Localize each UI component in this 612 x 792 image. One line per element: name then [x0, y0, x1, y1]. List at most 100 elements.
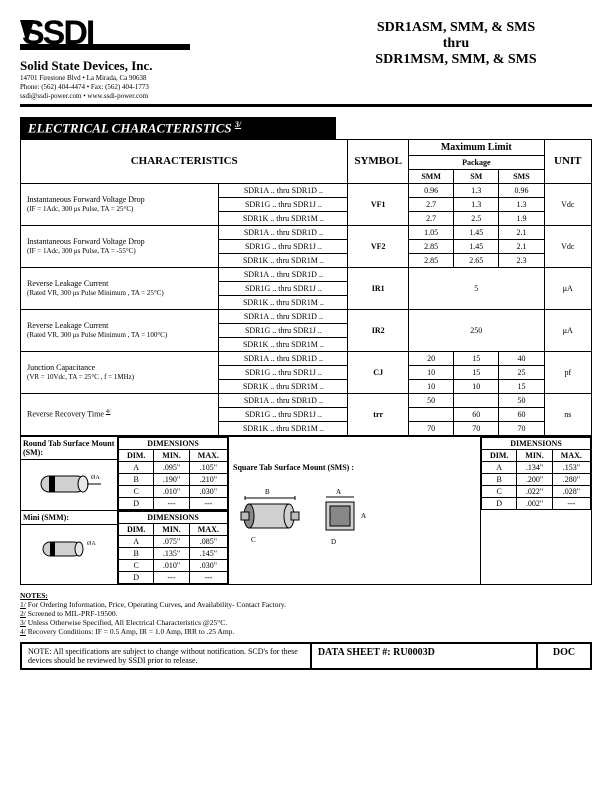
char-value: 1.45 — [454, 225, 499, 239]
notes-section: NOTES: 1/ For Ordering Information, Pric… — [20, 591, 592, 636]
char-value: 10 — [409, 379, 454, 393]
char-value: 15 — [454, 351, 499, 365]
char-unit: μA — [544, 267, 591, 309]
datasheet-page: SSDI Solid State Devices, Inc. 14701 Fir… — [0, 0, 612, 684]
dim-table-sms: DIMENSIONSDIM.MIN.MAX.A.134".153"B.200".… — [481, 437, 591, 510]
char-desc: Reverse Leakage Current(Rated VR, 300 μs… — [21, 267, 219, 309]
footer-note: NOTE: All specifications are subject to … — [22, 644, 312, 668]
char-symbol: IR2 — [348, 309, 409, 351]
th-sm: SM — [454, 169, 499, 183]
char-range: SDR1A .. thru SDR1D .. — [219, 393, 348, 407]
char-range: SDR1K .. thru SDR1M .. — [219, 211, 348, 225]
char-range: SDR1K .. thru SDR1M .. — [219, 337, 348, 351]
dim-header: DIMENSIONS — [482, 437, 591, 449]
char-range: SDR1G .. thru SDR1J .. — [219, 407, 348, 421]
note-item: 3/ Unless Otherwise Specified, All Elect… — [20, 618, 592, 627]
char-desc: Junction Capacitance(VR = 10Vdc, TA = 25… — [21, 351, 219, 393]
char-range: SDR1A .. thru SDR1D .. — [219, 225, 348, 239]
pkg-sm-illustration: ØA — [21, 460, 117, 508]
dim-col: MAX. — [189, 449, 227, 461]
dim-cell: .022" — [517, 485, 552, 497]
section-title-text: ELECTRICAL CHARACTERISTICS — [28, 121, 232, 136]
char-value: 1.05 — [409, 225, 454, 239]
dim-cell: D — [482, 497, 517, 509]
mini-melf-package-icon: ØA — [29, 529, 109, 569]
char-value: 40 — [499, 351, 544, 365]
char-value: 60 — [499, 407, 544, 421]
dim-cell: .135" — [154, 547, 189, 559]
th-max-limit: Maximum Limit — [409, 139, 545, 155]
dim-cell: .085" — [189, 535, 227, 547]
char-value: 2.85 — [409, 253, 454, 267]
char-value: 70 — [409, 421, 454, 435]
char-range: SDR1K .. thru SDR1M .. — [219, 379, 348, 393]
dim-cell: --- — [189, 497, 227, 509]
svg-text:D: D — [331, 538, 336, 546]
characteristics-table: CHARACTERISTICS SYMBOL Maximum Limit UNI… — [20, 139, 592, 436]
dim-cell: .210" — [189, 473, 227, 485]
dim-cell: B — [482, 473, 517, 485]
char-unit: Vdc — [544, 183, 591, 225]
svg-text:SSDI: SSDI — [22, 14, 94, 52]
title-block: SDR1ASM, SMM, & SMS thru SDR1MSM, SMM, &… — [320, 14, 592, 68]
char-value: 2.85 — [409, 239, 454, 253]
dim-cell: A — [482, 461, 517, 473]
char-range: SDR1K .. thru SDR1M .. — [219, 253, 348, 267]
dim-cell: .153" — [552, 461, 590, 473]
char-value: 60 — [454, 407, 499, 421]
char-value: 15 — [499, 379, 544, 393]
dim-cell: .010" — [154, 485, 189, 497]
char-value-merged: 5 — [409, 267, 545, 309]
dim-cell: --- — [154, 571, 189, 583]
dim-cell: .095" — [154, 461, 189, 473]
dim-table-sm: DIMENSIONSDIM.MIN.MAX.A.095".105"B.190".… — [118, 437, 228, 510]
footer-datasheet: DATA SHEET #: RU0003D — [312, 644, 538, 668]
dim-cell: A — [119, 461, 154, 473]
char-range: SDR1G .. thru SDR1J .. — [219, 197, 348, 211]
dim-col: MAX. — [189, 523, 227, 535]
char-range: SDR1K .. thru SDR1M .. — [219, 421, 348, 435]
char-value: 1.3 — [499, 197, 544, 211]
char-unit: ns — [544, 393, 591, 435]
char-range: SDR1G .. thru SDR1J .. — [219, 239, 348, 253]
section-title-ref: 3/ — [235, 120, 241, 129]
char-symbol: IR1 — [348, 267, 409, 309]
dimensions-section: Round Tab Surface Mount (SM): ØA DIMENSI… — [20, 436, 592, 585]
ssdi-logo-icon: SSDI — [20, 14, 190, 56]
dim-cell: C — [119, 485, 154, 497]
title-line-3: SDR1MSM, SMM, & SMS — [320, 52, 592, 68]
char-unit: Vdc — [544, 225, 591, 267]
char-symbol: VF2 — [348, 225, 409, 267]
svg-text:A: A — [361, 512, 366, 520]
svg-text:C: C — [251, 536, 256, 544]
char-desc: Instantaneous Forward Voltage Drop(IF = … — [21, 225, 219, 267]
th-package: Package — [409, 155, 545, 169]
char-value: 2.1 — [499, 225, 544, 239]
title-line-2: thru — [320, 36, 592, 52]
dim-col: DIM. — [482, 449, 517, 461]
char-value: 50 — [409, 393, 454, 407]
svg-text:ØA: ØA — [91, 475, 100, 481]
dim-cell: C — [119, 559, 154, 571]
dim-col: MIN. — [154, 449, 189, 461]
char-desc: Reverse Recovery Time 4/ — [21, 393, 219, 435]
char-value: 1.3 — [454, 183, 499, 197]
char-range: SDR1A .. thru SDR1D .. — [219, 183, 348, 197]
dim-cell: B — [119, 473, 154, 485]
char-unit: pf — [544, 351, 591, 393]
char-value: 0.96 — [409, 183, 454, 197]
char-range: SDR1G .. thru SDR1J .. — [219, 281, 348, 295]
pkg-sms-label: Square Tab Surface Mount (SMS) : — [231, 461, 478, 474]
melf-package-icon: ØA — [29, 464, 109, 504]
char-value — [454, 393, 499, 407]
char-value — [409, 407, 454, 421]
svg-text:A: A — [336, 488, 341, 496]
dim-col: DIM. — [119, 449, 154, 461]
char-value: 10 — [409, 365, 454, 379]
note-item: 4/ Recovery Conditions: IF = 0.5 Amp, IR… — [20, 627, 592, 636]
dim-cell: A — [119, 535, 154, 547]
dim-cell: .200" — [517, 473, 552, 485]
page-header: SSDI Solid State Devices, Inc. 14701 Fir… — [20, 14, 592, 107]
char-range: SDR1G .. thru SDR1J .. — [219, 323, 348, 337]
char-unit: μA — [544, 309, 591, 351]
